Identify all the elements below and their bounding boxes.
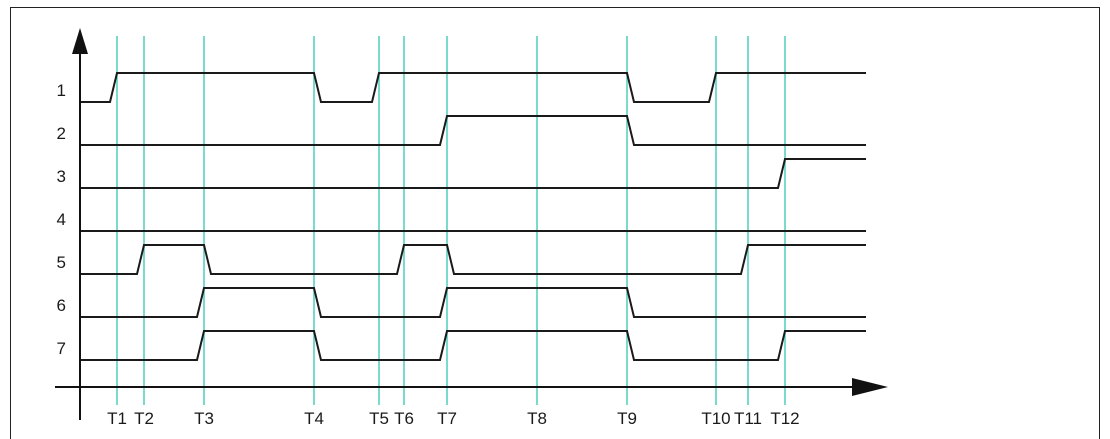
marker-label-t3: T3 xyxy=(194,409,214,428)
marker-label-t10: T10 xyxy=(701,409,730,428)
marker-label-t7: T7 xyxy=(437,409,457,428)
marker-label-t4: T4 xyxy=(304,409,324,428)
marker-label-t9: T9 xyxy=(617,409,637,428)
signal-label-5: 5 xyxy=(57,253,66,272)
signal-label-4: 4 xyxy=(57,210,66,229)
marker-label-t8: T8 xyxy=(527,409,547,428)
signal-trace-1 xyxy=(80,72,866,103)
signal-label-3: 3 xyxy=(57,167,66,186)
signal-trace-3 xyxy=(80,158,866,189)
signal-trace-5 xyxy=(80,244,866,275)
signal-trace-2 xyxy=(80,115,866,146)
y-axis-arrow xyxy=(72,28,88,54)
marker-label-t12: T12 xyxy=(770,409,799,428)
signal-label-1: 1 xyxy=(57,81,66,100)
signal-traces xyxy=(80,72,866,361)
marker-label-t2: T2 xyxy=(134,409,154,428)
marker-label-t11: T11 xyxy=(734,409,762,428)
signal-label-7: 7 xyxy=(57,339,66,358)
diagram-frame xyxy=(10,7,1100,439)
labels: T1 T2 T3 T4 T5 T6 T7 T8 T9 T10 T11 T12 1 2 3 4 5 6 7 xyxy=(57,81,800,428)
marker-label-t6: T6 xyxy=(394,409,414,428)
marker-label-t1: T1 xyxy=(107,409,127,428)
time-markers xyxy=(116,36,786,405)
signal-trace-7 xyxy=(80,330,866,361)
x-axis-arrow xyxy=(852,378,888,396)
signal-label-6: 6 xyxy=(57,296,66,315)
marker-label-t5: T5 xyxy=(369,409,389,428)
signal-trace-6 xyxy=(80,287,866,318)
axes xyxy=(55,28,888,420)
signal-label-2: 2 xyxy=(57,124,66,143)
